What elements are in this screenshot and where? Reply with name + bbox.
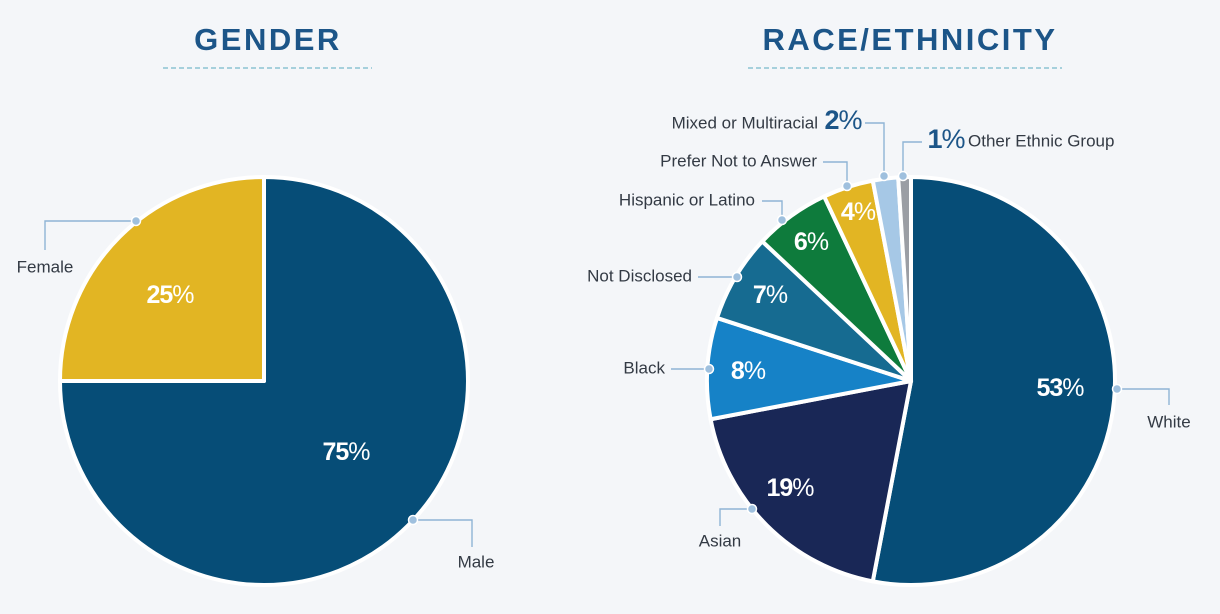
race-pct-asian-number: 19 (766, 474, 792, 502)
gender-pct-female: 25% (146, 281, 194, 309)
race-pct-black-number: 8 (731, 357, 745, 385)
race-pct-hispanic-or-latino-symbol: % (807, 228, 829, 256)
race-pct-prefer-not-to-answer-number: 4 (841, 198, 855, 226)
gender-pct-female-symbol: % (172, 281, 194, 309)
leader-dot-black (703, 363, 715, 375)
leader-asian (719, 508, 752, 526)
race-slice-white (870, 175, 1117, 587)
label-female: Female (17, 257, 74, 276)
race-pct-other-ethnic-group-symbol: % (942, 124, 966, 154)
leader-dot-other-ethnic-group (897, 170, 909, 182)
leader-male (413, 519, 473, 547)
gender-slice-female (58, 175, 266, 383)
label-other-ethnic-group: Other Ethnic Group (968, 131, 1114, 150)
gender-pct-female-number: 25 (146, 281, 173, 309)
race-pct-not-disclosed: 7% (753, 281, 788, 309)
race-pct-white-number: 53 (1036, 374, 1062, 402)
label-black: Black (623, 358, 665, 377)
race-pct-hispanic-or-latino: 6% (794, 228, 829, 256)
gender-pct-male: 75% (322, 438, 370, 466)
gender-pct-male-number: 75 (322, 438, 349, 466)
race-pct-asian: 19% (766, 474, 814, 502)
leader-dot-hispanic-or-latino (776, 214, 788, 226)
race-pct-mixed-or-multiracial-symbol: % (839, 105, 863, 135)
leader-prefer-not-to-answer (823, 161, 848, 186)
race-pct-other-ethnic-group: 1% (927, 124, 965, 154)
race-pct-mixed-or-multiracial: 2% (824, 105, 862, 135)
label-mixed-or-multiracial: Mixed or Multiracial (672, 113, 818, 132)
race-title: RACE/ETHNICITY (762, 22, 1057, 57)
leader-dot-mixed-or-multiracial (878, 170, 890, 182)
leader-dot-asian (746, 503, 758, 515)
label-not-disclosed: Not Disclosed (587, 266, 692, 285)
race-pct-white: 53% (1036, 374, 1084, 402)
race-pct-not-disclosed-number: 7 (753, 281, 766, 309)
leader-white (1117, 388, 1170, 405)
label-prefer-not-to-answer: Prefer Not to Answer (660, 151, 817, 170)
race-pct-black-symbol: % (744, 357, 766, 385)
race-pct-prefer-not-to-answer-symbol: % (854, 198, 876, 226)
leader-other-ethnic-group (902, 141, 922, 176)
race-pct-not-disclosed-symbol: % (766, 281, 788, 309)
leader-mixed-or-multiracial (865, 122, 885, 176)
race-pct-asian-symbol: % (792, 474, 814, 502)
label-asian: Asian (699, 531, 742, 550)
leader-dot-male (407, 514, 419, 526)
gender-pct-male-symbol: % (348, 438, 370, 466)
race-pct-prefer-not-to-answer: 4% (841, 198, 876, 226)
gender-title: GENDER (194, 22, 342, 57)
leader-dot-female (130, 215, 142, 227)
label-white: White (1147, 412, 1190, 431)
leader-dot-not-disclosed (731, 271, 743, 283)
race-pct-hispanic-or-latino-number: 6 (794, 228, 807, 256)
race-pct-other-ethnic-group-number: 1 (927, 124, 942, 154)
race-pct-mixed-or-multiracial-number: 2 (824, 105, 838, 135)
race-pct-white-symbol: % (1062, 374, 1084, 402)
label-hispanic-or-latino: Hispanic or Latino (619, 190, 755, 209)
leader-hispanic-or-latino (762, 200, 783, 220)
race-pct-black: 8% (731, 357, 766, 385)
leader-dot-white (1111, 383, 1123, 395)
race-slice-asian (708, 379, 913, 584)
label-male: Male (458, 552, 495, 571)
leader-female (44, 220, 136, 250)
leader-dot-prefer-not-to-answer (841, 180, 853, 192)
